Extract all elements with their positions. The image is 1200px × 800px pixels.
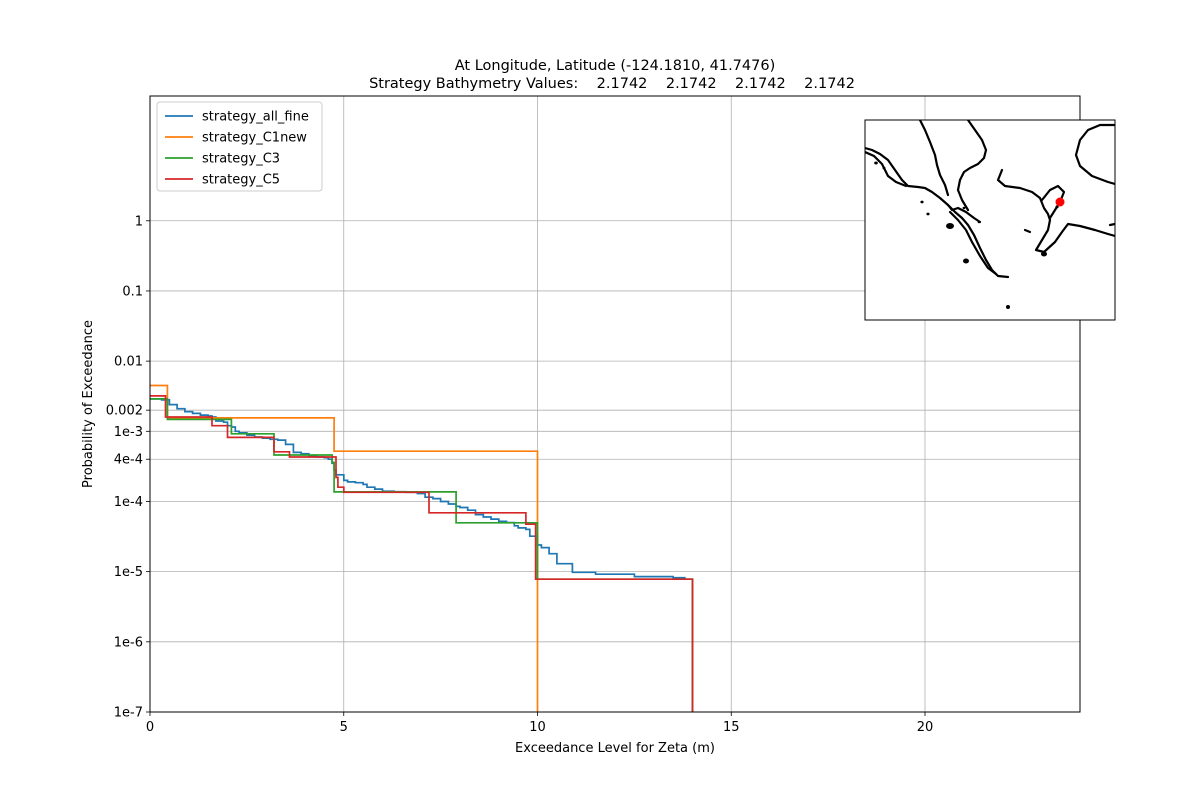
legend-label: strategy_all_fine — [202, 110, 309, 125]
y-axis-ticks: 1e-7 1e-6 1e-5 1e-4 4e-4 1e-3 0.002 0.01 0.1 1 — [106, 214, 150, 721]
x-axis-label: Exceedance Level for Zeta (m) — [515, 741, 715, 756]
y-tick-label: 4e-4 — [114, 453, 143, 468]
x-tick-label: 15 — [723, 720, 740, 735]
x-tick-label: 10 — [529, 720, 546, 735]
island — [1041, 251, 1047, 257]
x-tick-label: 0 — [146, 720, 154, 735]
y-axis-label: Probability of Exceedance — [81, 320, 96, 488]
legend-label: strategy_C5 — [202, 173, 280, 188]
legend-box — [156, 101, 323, 192]
coastline — [918, 120, 950, 197]
y-tick-label: 0.01 — [114, 355, 143, 370]
coastline — [865, 146, 1010, 279]
series-line-strategy_C1new — [150, 384, 539, 712]
series-line-strategy_C5 — [150, 395, 694, 712]
coastline — [1040, 184, 1066, 220]
inset-frame — [864, 119, 1116, 321]
island — [882, 166, 886, 170]
coastline — [865, 150, 908, 188]
island — [977, 220, 981, 224]
inset-map — [864, 119, 1116, 321]
y-tick-label: 0.1 — [122, 284, 143, 299]
island — [920, 200, 924, 204]
x-tick-label: 20 — [917, 720, 934, 735]
series-layer — [150, 384, 694, 712]
y-tick-label: 1 — [135, 214, 143, 229]
island — [962, 206, 966, 210]
island — [874, 161, 878, 165]
coastline — [948, 210, 998, 276]
coastline — [946, 203, 982, 224]
x-axis-ticks: 0 5 10 15 20 — [146, 712, 933, 735]
location-marker — [1055, 197, 1065, 207]
legend: strategy_all_fine strategy_C1new strategy_… — [156, 101, 323, 192]
coastline — [996, 168, 1115, 254]
plot-frame — [149, 95, 1081, 713]
legend-label: strategy_C3 — [202, 152, 280, 167]
y-tick-label: 0.002 — [106, 404, 143, 419]
island — [926, 212, 930, 216]
legend-label: strategy_C1new — [202, 131, 307, 146]
coastline — [956, 120, 988, 212]
y-tick-label: 1e-4 — [114, 495, 143, 510]
chart-subtitle: Strategy Bathymetry Values: 2.1742 2.174… — [369, 76, 855, 92]
y-tick-label: 1e-7 — [114, 706, 143, 721]
series-line-strategy_all_fine — [150, 398, 694, 712]
y-tick-label: 1e-3 — [114, 425, 143, 440]
y-tick-label: 1e-6 — [114, 635, 143, 650]
coastline — [1074, 123, 1115, 186]
island — [963, 258, 969, 264]
coastline — [1023, 228, 1032, 234]
x-tick-label: 5 — [340, 720, 348, 735]
chart-title: At Longitude, Latitude (-124.1810, 41.74… — [455, 58, 776, 74]
island — [946, 223, 954, 229]
y-tick-label: 1e-5 — [114, 565, 143, 580]
coastline — [1108, 222, 1115, 227]
island — [1006, 305, 1010, 309]
series-line-strategy_C3 — [150, 398, 694, 712]
island — [1055, 205, 1059, 209]
